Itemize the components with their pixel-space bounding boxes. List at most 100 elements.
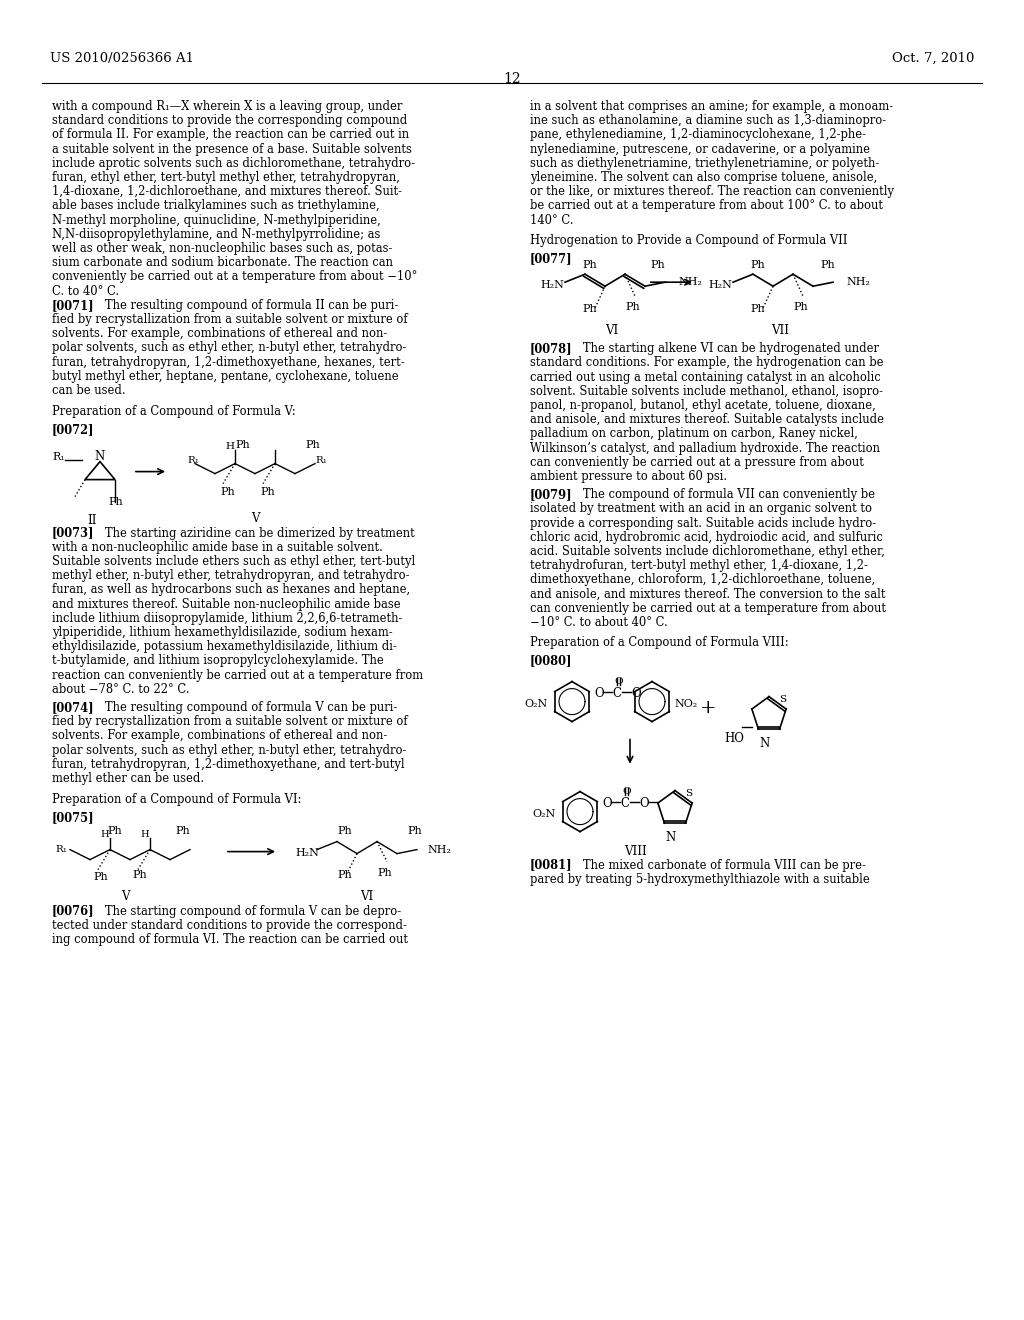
Text: 140° C.: 140° C. [530,214,573,227]
Text: Ph: Ph [220,487,234,496]
Text: dimethoxyethane, chloroform, 1,2-dichloroethane, toluene,: dimethoxyethane, chloroform, 1,2-dichlor… [530,573,876,586]
Text: fied by recrystallization from a suitable solvent or mixture of: fied by recrystallization from a suitabl… [52,313,408,326]
Text: The resulting compound of formula V can be puri-: The resulting compound of formula V can … [94,701,397,714]
Text: Ph: Ph [175,825,189,836]
Text: C. to 40° C.: C. to 40° C. [52,285,119,297]
Text: furan, as well as hydrocarbons such as hexanes and heptane,: furan, as well as hydrocarbons such as h… [52,583,411,597]
Text: yleneimine. The solvent can also comprise toluene, anisole,: yleneimine. The solvent can also compris… [530,172,878,183]
Text: O₂N: O₂N [524,698,547,709]
Text: can be used.: can be used. [52,384,126,397]
Text: [0074]: [0074] [52,701,94,714]
Text: be carried out at a temperature from about 100° C. to about: be carried out at a temperature from abo… [530,199,883,213]
Text: Ph: Ph [106,825,122,836]
Text: Ph: Ph [650,260,665,271]
Text: include aprotic solvents such as dichloromethane, tetrahydro-: include aprotic solvents such as dichlor… [52,157,415,170]
Text: a suitable solvent in the presence of a base. Suitable solvents: a suitable solvent in the presence of a … [52,143,412,156]
Text: provide a corresponding salt. Suitable acids include hydro-: provide a corresponding salt. Suitable a… [530,516,877,529]
Text: acid. Suitable solvents include dichloromethane, ethyl ether,: acid. Suitable solvents include dichloro… [530,545,885,558]
Text: 12: 12 [503,73,521,86]
Text: about −78° C. to 22° C.: about −78° C. to 22° C. [52,682,189,696]
Text: butyl methyl ether, heptane, pentane, cyclohexane, toluene: butyl methyl ether, heptane, pentane, cy… [52,370,398,383]
Text: Ph: Ph [820,260,835,271]
Text: able bases include trialkylamines such as triethylamine,: able bases include trialkylamines such a… [52,199,380,213]
Text: well as other weak, non-nucleophilic bases such as, potas-: well as other weak, non-nucleophilic bas… [52,242,392,255]
Text: O: O [594,686,603,700]
Text: Ph: Ph [407,825,422,836]
Text: NH₂: NH₂ [427,845,451,854]
Text: Preparation of a Compound of Formula VI:: Preparation of a Compound of Formula VI: [52,793,301,807]
Text: Ph: Ph [337,825,352,836]
Text: The starting compound of formula V can be depro-: The starting compound of formula V can b… [94,904,401,917]
Text: N: N [665,830,675,843]
Text: Preparation of a Compound of Formula VIII:: Preparation of a Compound of Formula VII… [530,636,788,649]
Text: [0075]: [0075] [52,812,94,825]
Text: [0073]: [0073] [52,527,94,540]
Text: tected under standard conditions to provide the correspond-: tected under standard conditions to prov… [52,919,407,932]
Text: Ph: Ph [625,302,640,313]
Text: US 2010/0256366 A1: US 2010/0256366 A1 [50,51,194,65]
Text: can conveniently be carried out at a temperature from about: can conveniently be carried out at a tem… [530,602,886,615]
Text: tetrahydrofuran, tert-butyl methyl ether, 1,4-dioxane, 1,2-: tetrahydrofuran, tert-butyl methyl ether… [530,560,868,572]
Text: pared by treating 5-hydroxymethylthiazole with a suitable: pared by treating 5-hydroxymethylthiazol… [530,873,869,886]
Text: O: O [639,796,648,809]
Text: N: N [94,450,104,462]
Text: with a non-nucleophilic amide base in a suitable solvent.: with a non-nucleophilic amide base in a … [52,541,383,554]
Text: chloric acid, hydrobromic acid, hydroiodic acid, and sulfuric: chloric acid, hydrobromic acid, hydroiod… [530,531,883,544]
Text: H₂N: H₂N [540,280,564,290]
Text: The compound of formula VII can conveniently be: The compound of formula VII can convenie… [572,488,874,502]
Text: furan, tetrahydropyran, 1,2-dimethoxyethane, and tert-butyl: furan, tetrahydropyran, 1,2-dimethoxyeth… [52,758,404,771]
Text: NH₂: NH₂ [846,277,869,288]
Text: isolated by treatment with an acid in an organic solvent to: isolated by treatment with an acid in an… [530,503,872,515]
Text: R₁: R₁ [187,455,199,465]
Text: Ph: Ph [260,487,274,496]
Text: R₁: R₁ [315,455,327,465]
Text: include lithium diisopropylamide, lithium 2,2,6,6-tetrameth-: include lithium diisopropylamide, lithiu… [52,611,402,624]
Text: Hydrogenation to Provide a Compound of Formula VII: Hydrogenation to Provide a Compound of F… [530,234,848,247]
Text: nylenediamine, putrescene, or cadaverine, or a polyamine: nylenediamine, putrescene, or cadaverine… [530,143,870,156]
Text: NO₂: NO₂ [674,698,697,709]
Text: [0080]: [0080] [530,655,572,668]
Text: Ph: Ph [582,260,597,271]
Text: N: N [759,737,769,750]
Text: Ph: Ph [582,304,597,314]
Text: Ph: Ph [132,870,146,879]
Text: S: S [779,694,786,704]
Text: such as diethylenetriamine, triethylenetriamine, or polyeth-: such as diethylenetriamine, triethylenet… [530,157,880,170]
Text: O: O [631,686,641,700]
Text: H₂N: H₂N [708,280,732,290]
Text: Ph: Ph [234,440,250,450]
Text: solvent. Suitable solvents include methanol, ethanol, isopro-: solvent. Suitable solvents include metha… [530,385,883,397]
Text: N-methyl morpholine, quinuclidine, N-methylpiperidine,: N-methyl morpholine, quinuclidine, N-met… [52,214,381,227]
Text: ine such as ethanolamine, a diamine such as 1,3-diaminopro-: ine such as ethanolamine, a diamine such… [530,115,886,127]
Text: conveniently be carried out at a temperature from about −10°: conveniently be carried out at a tempera… [52,271,418,284]
Text: palladium on carbon, platinum on carbon, Raney nickel,: palladium on carbon, platinum on carbon,… [530,428,858,441]
Text: Suitable solvents include ethers such as ethyl ether, tert-butyl: Suitable solvents include ethers such as… [52,554,416,568]
Text: Ph: Ph [793,302,808,313]
Text: polar solvents, such as ethyl ether, n-butyl ether, tetrahydro-: polar solvents, such as ethyl ether, n-b… [52,342,407,354]
Text: S: S [685,788,692,797]
Text: furan, ethyl ether, tert-butyl methyl ether, tetrahydropyran,: furan, ethyl ether, tert-butyl methyl et… [52,172,400,183]
Text: [0079]: [0079] [530,488,572,502]
Text: The mixed carbonate of formula VIII can be pre-: The mixed carbonate of formula VIII can … [572,858,866,871]
Text: Ph: Ph [750,260,765,271]
Text: Ph: Ph [93,871,108,882]
Text: standard conditions to provide the corresponding compound: standard conditions to provide the corre… [52,115,408,127]
Text: and mixtures thereof. Suitable non-nucleophilic amide base: and mixtures thereof. Suitable non-nucle… [52,598,400,611]
Text: pane, ethylenediamine, 1,2-diaminocyclohexane, 1,2-phe-: pane, ethylenediamine, 1,2-diaminocycloh… [530,128,866,141]
Text: with a compound R₁—X wherein X is a leaving group, under: with a compound R₁—X wherein X is a leav… [52,100,402,114]
Text: sium carbonate and sodium bicarbonate. The reaction can: sium carbonate and sodium bicarbonate. T… [52,256,393,269]
Text: Ph: Ph [337,870,352,879]
Text: NH₂: NH₂ [678,277,701,288]
Text: [0078]: [0078] [530,342,572,355]
Text: H: H [225,442,234,450]
Text: The starting alkene VI can be hydrogenated under: The starting alkene VI can be hydrogenat… [572,342,879,355]
Text: reaction can conveniently be carried out at a temperature from: reaction can conveniently be carried out… [52,669,423,681]
Text: R₁: R₁ [52,451,65,462]
Text: Ph: Ph [305,440,319,450]
Text: +: + [700,698,717,717]
Text: C: C [620,796,629,809]
Text: fied by recrystallization from a suitable solvent or mixture of: fied by recrystallization from a suitabl… [52,715,408,729]
Text: ambient pressure to about 60 psi.: ambient pressure to about 60 psi. [530,470,727,483]
Text: The resulting compound of formula II can be puri-: The resulting compound of formula II can… [94,298,398,312]
Text: H₂N: H₂N [295,847,318,858]
